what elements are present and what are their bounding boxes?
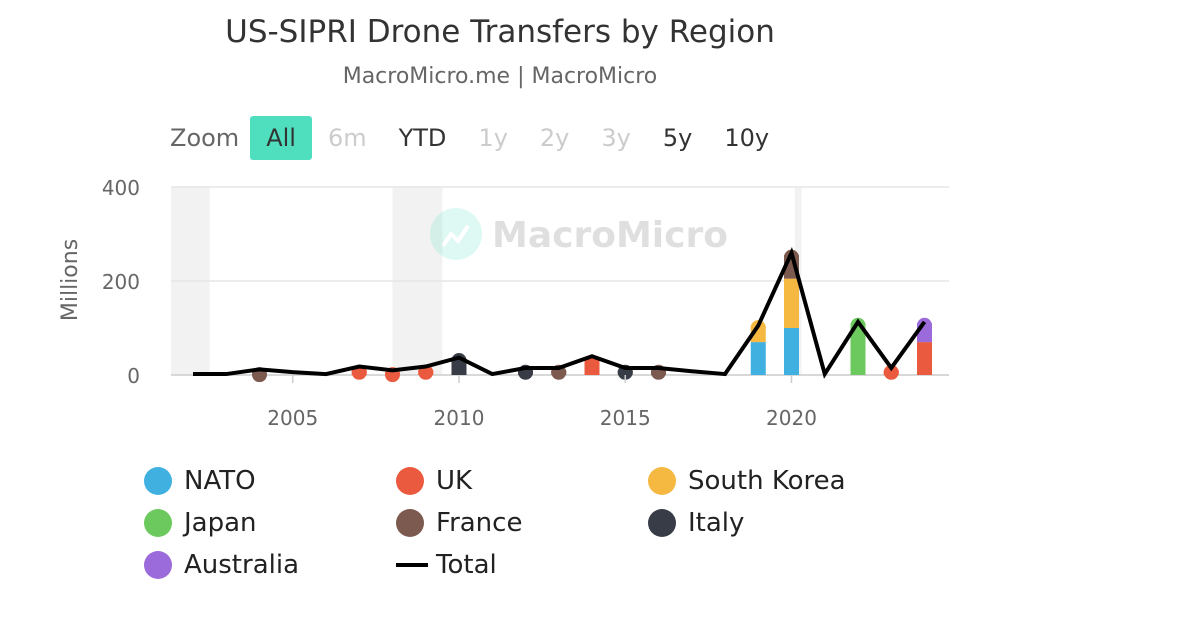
bar-south-korea[interactable]	[784, 278, 799, 328]
legend-dot-icon	[648, 509, 676, 537]
legend-dot-icon	[648, 467, 676, 495]
chart-subtitle: MacroMicro.me | MacroMicro	[342, 64, 658, 89]
legend-label: South Korea	[688, 466, 846, 496]
x-tick-label: 2015	[600, 406, 651, 430]
legend-item-japan[interactable]: Japan	[144, 508, 257, 538]
zoom-button-2y[interactable]: 2y	[539, 124, 570, 152]
zoom-button-10y[interactable]: 10y	[724, 124, 770, 152]
legend-label: France	[436, 508, 523, 538]
watermark-logo-icon	[430, 208, 482, 260]
legend-dot-icon	[144, 467, 172, 495]
zoom-button-5y[interactable]: 5y	[662, 124, 693, 152]
legend-label: NATO	[184, 466, 256, 496]
watermark: MacroMicro	[430, 208, 728, 260]
y-tick-label: 0	[127, 364, 140, 388]
legend-item-france[interactable]: France	[396, 508, 522, 538]
zoom-button-1y[interactable]: 1y	[478, 124, 508, 152]
total-line[interactable]	[193, 246, 927, 379]
y-axis-title: Millions	[58, 239, 83, 321]
chart-title: US-SIPRI Drone Transfers by Region	[225, 14, 775, 50]
legend-item-nato[interactable]: NATO	[144, 466, 256, 496]
y-tick-label: 200	[102, 270, 140, 294]
bar-japan[interactable]	[850, 323, 866, 375]
zoom-button-3y[interactable]: 3y	[601, 124, 631, 152]
bar-nato[interactable]	[750, 342, 766, 375]
axes: 0 200 400 2005 2010 2015 2020	[102, 176, 817, 430]
total-line-series[interactable]	[193, 246, 927, 379]
bar-uk[interactable]	[917, 342, 932, 375]
x-tick-label: 2020	[766, 406, 817, 430]
legend-item-south-korea[interactable]: South Korea	[648, 466, 846, 496]
zoom-label: Zoom	[170, 124, 240, 152]
legend-item-total[interactable]: Total	[396, 550, 497, 580]
zoom-button-all[interactable]: All	[250, 116, 312, 160]
zoom-toolbar: Zoom All 6m YTD 1y 2y 3y 5y 10y	[170, 116, 785, 160]
zoom-button-ytd[interactable]: YTD	[398, 124, 447, 152]
zoom-button-6m[interactable]: 6m	[327, 124, 367, 152]
legend-item-uk[interactable]: UK	[396, 466, 472, 496]
legend-label: Australia	[184, 550, 300, 580]
legend-label: Japan	[184, 508, 257, 538]
legend-label: Total	[436, 550, 497, 580]
watermark-text: MacroMicro	[492, 215, 728, 256]
legend-dot-icon	[396, 509, 424, 537]
legend-item-australia[interactable]: Australia	[144, 550, 299, 580]
legend-dot-icon	[396, 467, 424, 495]
legend-line-icon	[396, 563, 428, 567]
y-tick-label: 400	[102, 176, 140, 200]
legend-dot-icon	[144, 509, 172, 537]
x-tick-label: 2005	[267, 406, 318, 430]
bar-cap	[883, 364, 899, 380]
bar-nato[interactable]	[784, 328, 799, 375]
legend-label: Italy	[688, 508, 745, 538]
legend-dot-icon	[144, 551, 172, 579]
x-tick-label: 2010	[434, 406, 485, 430]
legend-item-italy[interactable]: Italy	[648, 508, 744, 538]
legend-label: UK	[436, 466, 473, 496]
